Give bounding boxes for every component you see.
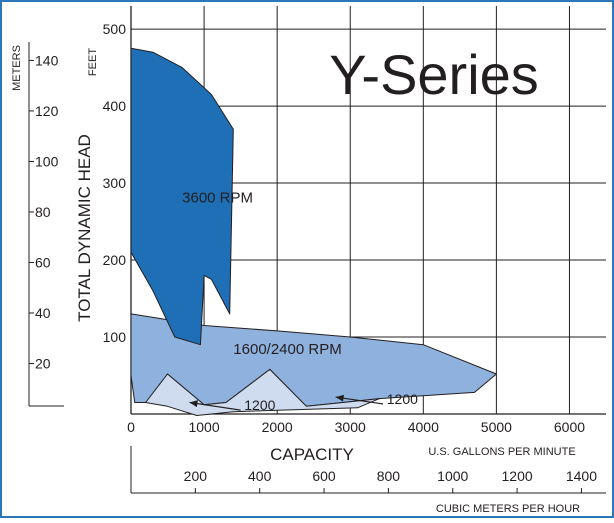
y-axis-label: TOTAL DYNAMIC HEAD [75,134,94,322]
arrow-head [335,394,345,402]
region-label: 3600 RPM [182,189,253,206]
region-label: 1200 [244,397,275,413]
region-labels: 3600 RPM 1600/2400 RPM 1200 1200 [182,189,418,413]
y-axis-unit: FEET [87,48,99,76]
cubic-tick-label: 600 [312,468,336,484]
y-tick-label: 100 [103,329,127,345]
region-3600-rpm [130,47,234,346]
x-axis-unit: U.S. GALLONS PER MINUTE [428,446,575,458]
x-tick-label: 6000 [554,419,585,435]
x-tick-label: 2000 [262,419,293,435]
meters-tick-label: 20 [35,355,51,371]
cubic-tick-label: 1000 [437,468,468,484]
y-tick-label: 400 [103,98,127,114]
cubic-meters-axis: 200 400 600 800 1000 1200 1400 [130,446,606,494]
cubic-tick-label: 200 [184,468,208,484]
y2-axis-unit: METERS [11,45,23,91]
y-tick-label: 300 [103,175,127,191]
chart-title: Y-Series [329,43,539,106]
arrow-shaft [335,396,384,405]
region-label: 1600/2400 RPM [233,341,341,358]
y-tick-labels: 100 200 300 400 500 [103,21,127,345]
x-tick-label: 4000 [408,419,439,435]
x-axis-label: CAPACITY [270,445,354,464]
arrow-head [189,400,198,408]
meters-tick-label: 80 [35,204,51,220]
meters-tick-label: 100 [35,153,59,169]
y-tick-label: 500 [103,21,127,37]
y-tick-label: 200 [103,252,127,268]
x-tick-labels: 0 1000 2000 3000 4000 5000 6000 [127,419,585,435]
cubic-tick-label: 400 [248,468,272,484]
x-tick-label: 5000 [481,419,512,435]
meters-axis: 20 40 60 80 100 120 140 [28,42,64,407]
region-label: 1200 [387,391,418,407]
x-tick-label: 0 [127,419,135,435]
meters-tick-label: 60 [35,254,51,270]
cubic-tick-label: 1200 [502,468,533,484]
x-tick-label: 3000 [335,419,366,435]
x-tick-label: 1000 [188,419,219,435]
meters-tick-label: 120 [35,103,59,119]
arrow-shaft [189,401,241,411]
meters-tick-label: 140 [35,52,59,68]
regions [130,47,497,416]
arrows [189,394,384,411]
cubic-tick-label: 800 [377,468,401,484]
cubic-tick-label: 1400 [566,468,597,484]
meters-tick-label: 40 [35,305,51,321]
x2-axis-unit: CUBIC METERS PER HOUR [436,503,580,515]
